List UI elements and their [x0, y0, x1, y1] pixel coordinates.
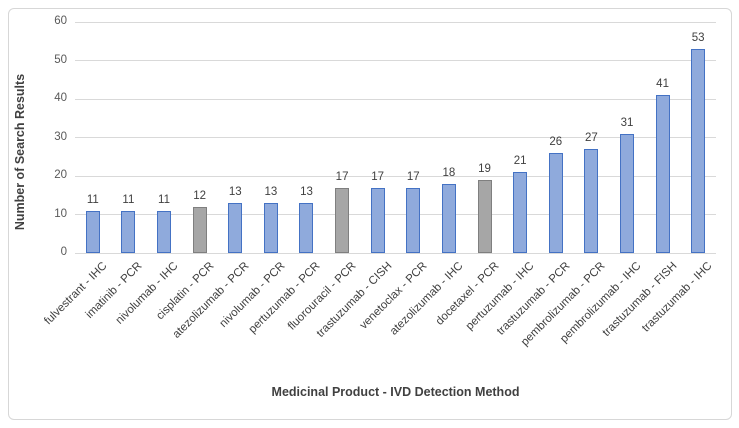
- y-tick-label: 40: [54, 92, 67, 104]
- gridline: [75, 21, 716, 23]
- x-axis-title: Medicinal Product - IVD Detection Method: [271, 385, 520, 399]
- bar-trastuzumab-ihc: [691, 48, 706, 253]
- bar-atezolizumab-pcr: [228, 202, 243, 253]
- y-tick-label: 10: [54, 207, 67, 220]
- y-axis-title: Number of Search Results: [13, 73, 27, 231]
- bar-fluorouracil-pcr: [335, 187, 350, 253]
- bar-value-label: 41: [656, 78, 669, 91]
- bar-value-label: 18: [442, 166, 456, 179]
- bar-value-label: 53: [691, 31, 705, 44]
- bar-pertuzumab-pcr: [299, 202, 314, 253]
- gridline: [75, 98, 716, 100]
- bar-value-label: 17: [371, 170, 385, 183]
- bar-pembrolizumab-ihc: [619, 133, 634, 253]
- bar-pembrolizumab-pcr: [584, 149, 599, 253]
- bar-value-label: 11: [86, 193, 99, 206]
- gridline: [75, 175, 716, 177]
- bar-value-label: 17: [335, 170, 349, 183]
- bar-pertuzumab-ihc: [513, 172, 528, 253]
- gridline: [75, 137, 716, 138]
- bar-nivolumab-pcr: [263, 202, 278, 253]
- bar-imatinib-pcr: [121, 210, 136, 253]
- bar-value-label: 13: [264, 185, 278, 198]
- bar-nivolumab-ihc: [157, 210, 172, 253]
- bar-venetoclax-pcr: [406, 187, 421, 253]
- bar-value-label: 12: [193, 189, 207, 202]
- bar-value-label: 13: [300, 185, 313, 198]
- y-tick-label: 50: [54, 53, 67, 66]
- y-tick-label: 60: [54, 15, 67, 27]
- bar-docetaxel-pcr: [477, 179, 492, 253]
- bar-value-label: 21: [513, 155, 527, 168]
- bar-trastuzumab-cish: [370, 187, 385, 253]
- y-tick-label: 30: [54, 130, 67, 143]
- bar-value-label: 27: [584, 132, 598, 145]
- bar-cisplatin-pcr: [192, 206, 207, 253]
- bar-value-label: 13: [228, 185, 242, 198]
- x-tick-label: fulvestrant - IHC: [42, 260, 110, 328]
- gridline: [75, 214, 716, 215]
- bar-value-label: 19: [478, 162, 491, 175]
- gridline: [75, 60, 716, 61]
- bar-atezolizumab-ihc: [441, 183, 456, 253]
- bar-value-label: 11: [122, 193, 135, 206]
- bar-value-label: 26: [549, 135, 563, 148]
- bar-value-label: 11: [158, 193, 170, 206]
- bar-value-label: 31: [620, 116, 634, 129]
- bar-trastuzumab-pcr: [548, 152, 563, 253]
- bar-fulvestrant-ihc: [85, 210, 100, 253]
- x-axis-line: [75, 252, 716, 254]
- y-tick-label: 0: [60, 246, 67, 258]
- bar-value-label: 17: [406, 170, 420, 183]
- bar-trastuzumab-fish: [655, 95, 670, 253]
- y-tick-label: 20: [54, 169, 67, 181]
